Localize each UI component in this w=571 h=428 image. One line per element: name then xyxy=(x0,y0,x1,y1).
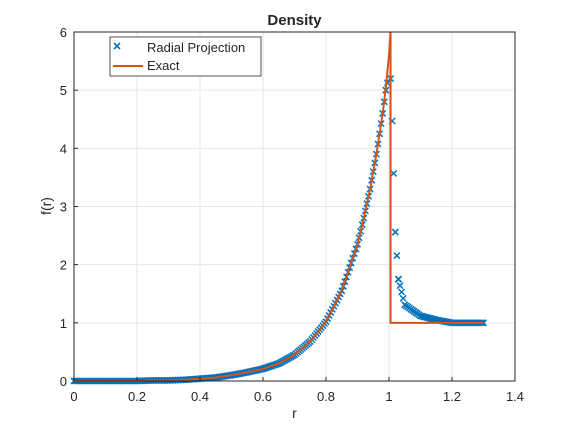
x-tick-label: 1.2 xyxy=(443,389,461,404)
projection-point xyxy=(398,288,406,296)
y-tick-label: 6 xyxy=(60,25,67,40)
legend-label-projection: Radial Projection xyxy=(147,40,245,55)
x-tick-label: 0 xyxy=(70,389,77,404)
legend-label-exact: Exact xyxy=(147,58,180,73)
projection-point xyxy=(391,228,399,236)
x-tick-label: 0.4 xyxy=(191,389,209,404)
legend-marker-projection xyxy=(113,42,121,50)
projection-point xyxy=(393,252,401,260)
projection-point xyxy=(396,282,404,290)
chart-title: Density xyxy=(267,12,322,29)
y-tick-label: 1 xyxy=(60,316,67,331)
legend: Radial Projection Exact xyxy=(109,36,262,77)
projection-point xyxy=(394,275,402,283)
x-tick-label: 0.2 xyxy=(128,389,146,404)
x-tick-label: 1.4 xyxy=(506,389,524,404)
y-axis-label: f(r) xyxy=(38,197,54,215)
x-tick-label: 0.6 xyxy=(254,389,272,404)
y-tick-label: 0 xyxy=(60,374,67,389)
x-tick-label: 1 xyxy=(385,389,392,404)
y-tick-label: 4 xyxy=(60,141,67,156)
ticks: 0 0.2 0.4 0.6 0.8 1 1.2 1.4 0 1 2 3 4 5 6 xyxy=(60,25,524,404)
projection-point xyxy=(399,294,407,302)
projection-point xyxy=(390,169,398,177)
y-tick-label: 5 xyxy=(60,83,67,98)
y-tick-label: 2 xyxy=(60,258,67,273)
y-tick-label: 3 xyxy=(60,200,67,215)
x-axis-label: r xyxy=(292,405,297,421)
legend-box xyxy=(109,36,262,77)
x-tick-label: 0.8 xyxy=(317,389,335,404)
